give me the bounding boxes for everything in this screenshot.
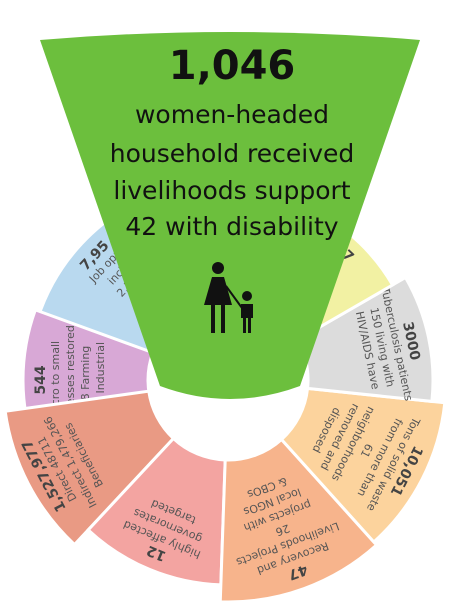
- segment-text: 3000: [399, 320, 423, 362]
- segment-shape: [86, 436, 227, 587]
- woman-child-icon: [204, 262, 253, 333]
- segment-shape: [218, 437, 379, 604]
- headline-line: household received: [110, 139, 355, 168]
- segment-text: 26: [274, 521, 292, 538]
- segment-text: 47: [286, 561, 310, 583]
- headline-number: 1,046: [169, 43, 296, 89]
- segment-text: micro to small: [49, 341, 62, 419]
- headline-line: 42 with disability: [125, 212, 338, 241]
- segment-text: 418 Farming: [79, 346, 92, 415]
- segment-shape: [279, 386, 447, 545]
- segment-text: 544: [33, 365, 49, 394]
- segment-text: 61: [358, 441, 376, 459]
- segment-shape: [3, 389, 176, 547]
- segment-text: 12: [144, 542, 168, 564]
- headline-line: livelihoods support: [113, 176, 350, 205]
- headline-wedge: [40, 32, 420, 399]
- headline-line: women-headed: [135, 100, 329, 129]
